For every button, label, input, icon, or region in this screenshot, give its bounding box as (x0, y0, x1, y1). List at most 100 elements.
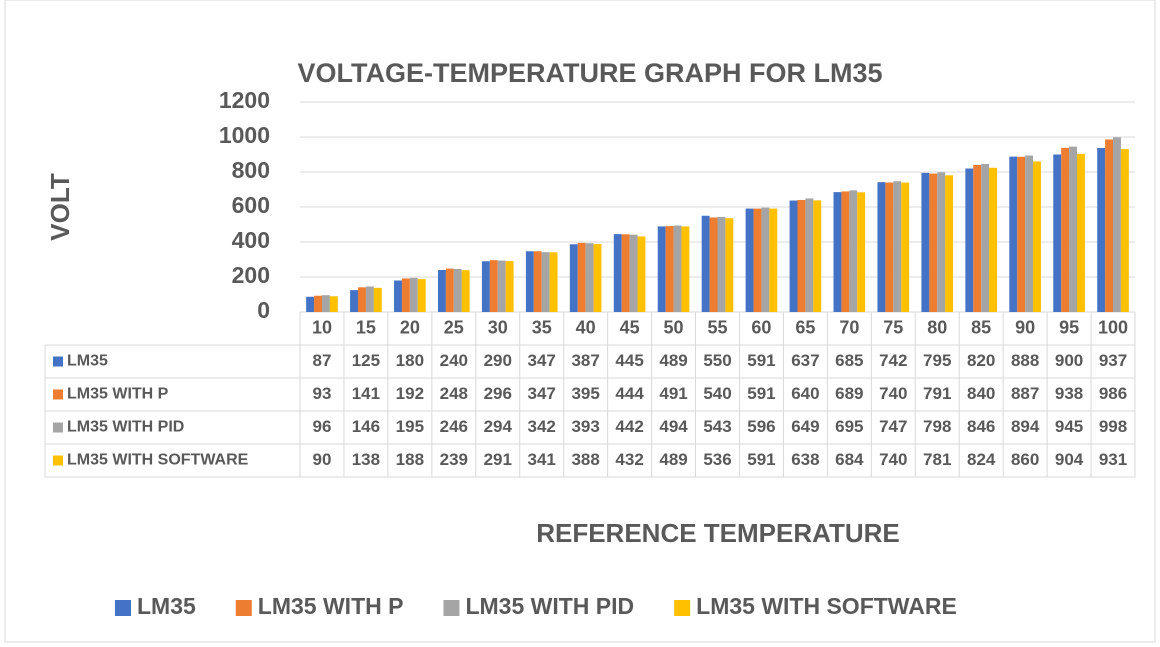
bar (833, 192, 842, 312)
bar (717, 216, 726, 312)
table-value: 248 (440, 384, 468, 403)
legend-key (674, 600, 691, 616)
x-tick-label: 55 (707, 317, 727, 337)
table-value: 347 (528, 384, 556, 403)
legend-label: LM35 WITH P (258, 593, 404, 619)
table-value: 740 (879, 384, 907, 403)
table-value: 740 (879, 450, 907, 469)
legend-key (443, 600, 460, 616)
bar (937, 172, 946, 312)
x-tick-label: 25 (444, 317, 464, 337)
table-value: 180 (396, 351, 424, 370)
table-row-label: LM35 WITH SOFTWARE (67, 452, 249, 469)
legend-label: LM35 WITH PID (465, 593, 634, 619)
table-value: 684 (835, 450, 864, 469)
y-tick-label: 600 (232, 192, 270, 218)
table-value: 543 (703, 417, 731, 436)
bar (541, 252, 550, 312)
bar (673, 225, 682, 312)
bar (629, 234, 638, 312)
bar (813, 200, 822, 312)
bar (901, 182, 910, 312)
bar (321, 295, 330, 312)
bar (358, 287, 366, 312)
table-value: 640 (791, 384, 819, 403)
table-value: 824 (967, 450, 996, 469)
legend-label: LM35 WITH SOFTWARE (696, 593, 957, 619)
table-value: 387 (571, 351, 599, 370)
x-tick-label: 15 (356, 317, 376, 337)
table-value: 93 (313, 384, 332, 403)
bar (593, 244, 602, 312)
x-tick-label: 50 (664, 317, 684, 337)
bar (445, 268, 454, 312)
table-value: 840 (967, 384, 995, 403)
bar (745, 208, 754, 312)
bar (789, 200, 798, 312)
bar (945, 175, 954, 312)
table-value: 695 (835, 417, 863, 436)
bar (1097, 148, 1106, 312)
chart-title: VOLTAGE-TEMPERATURE GRAPH FOR LM35 (297, 58, 882, 88)
bar (805, 198, 814, 312)
table-row-label: LM35 WITH P (67, 386, 169, 403)
x-tick-label: 75 (883, 317, 903, 337)
table-value: 820 (967, 351, 995, 370)
x-tick-label: 30 (488, 317, 508, 337)
bar (1017, 156, 1026, 312)
table-value: 998 (1099, 417, 1127, 436)
table-value: 494 (659, 417, 688, 436)
table-value: 347 (528, 351, 556, 370)
table-value: 986 (1099, 384, 1127, 403)
table-value: 747 (879, 417, 907, 436)
bar (725, 218, 734, 312)
y-tick-label: 1200 (219, 87, 270, 113)
table-value: 798 (923, 417, 951, 436)
x-tick-label: 40 (576, 317, 596, 337)
table-row-label: LM35 WITH PID (67, 419, 184, 436)
bar (621, 234, 630, 312)
y-tick-label: 0 (257, 297, 270, 323)
table-value: 246 (440, 417, 468, 436)
table-value: 931 (1099, 450, 1127, 469)
table-value: 591 (747, 384, 775, 403)
y-tick-label: 200 (232, 262, 270, 288)
table-value: 591 (747, 450, 775, 469)
table-value: 291 (484, 450, 512, 469)
bar (989, 167, 998, 312)
bar (981, 163, 990, 312)
bar (857, 192, 866, 312)
table-value: 937 (1099, 351, 1127, 370)
table-value: 638 (791, 450, 819, 469)
bar (1069, 146, 1077, 312)
y-tick-label: 800 (232, 157, 270, 183)
x-tick-label: 85 (971, 317, 991, 337)
y-tick-label: 1000 (219, 122, 270, 148)
bar (461, 270, 470, 312)
bar (505, 261, 514, 312)
bar (453, 268, 462, 312)
bar (1033, 161, 1041, 312)
table-value: 125 (352, 351, 380, 370)
bar (365, 286, 374, 312)
bar (350, 290, 359, 312)
table-value: 489 (659, 450, 687, 469)
table-value: 444 (615, 384, 644, 403)
bar (637, 236, 646, 312)
table-value: 781 (923, 450, 951, 469)
table-value: 489 (659, 351, 687, 370)
table-value: 888 (1011, 351, 1039, 370)
x-tick-label: 45 (620, 317, 640, 337)
bar (1061, 147, 1070, 312)
table-value: 649 (791, 417, 819, 436)
x-tick-label: 35 (532, 317, 552, 337)
table-value: 445 (615, 351, 643, 370)
table-value: 846 (967, 417, 995, 436)
bar (665, 226, 674, 312)
x-tick-label: 95 (1059, 317, 1079, 337)
x-tick-label: 60 (751, 317, 771, 337)
table-value: 240 (440, 351, 468, 370)
x-tick-label: 70 (839, 317, 859, 337)
table-legend-key (53, 356, 63, 367)
table-value: 904 (1055, 450, 1084, 469)
